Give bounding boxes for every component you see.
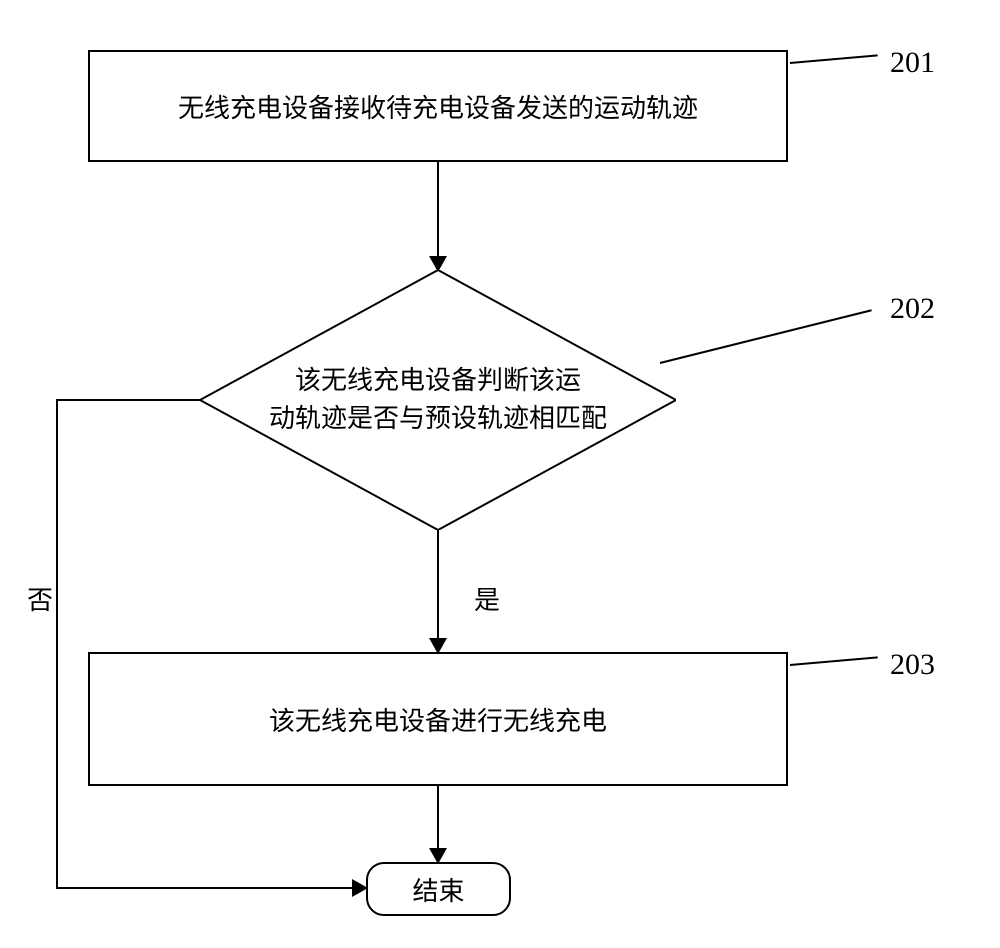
decision-box-202: 该无线充电设备判断该运 动轨迹是否与预设轨迹相匹配 (200, 270, 676, 530)
step-number-201: 201 (890, 46, 935, 80)
flowchart-canvas: 无线充电设备接收待充电设备发送的运动轨迹 201 该无线充电设备判断该运 动轨迹… (0, 0, 1000, 948)
edge-202-203 (437, 530, 439, 638)
edge-203-end (437, 786, 439, 848)
leader-line-203 (790, 656, 878, 666)
step-number-202: 202 (890, 292, 935, 326)
edge-no-h1 (56, 399, 200, 401)
terminator-text: 结束 (412, 871, 464, 908)
decision-text-line1: 该无线充电设备判断该运 (269, 362, 607, 400)
decision-text-line2: 动轨迹是否与预设轨迹相匹配 (269, 400, 607, 438)
leader-line-202 (660, 309, 872, 364)
process-box-201: 无线充电设备接收待充电设备发送的运动轨迹 (88, 50, 788, 162)
process-text: 该无线充电设备进行无线充电 (269, 701, 607, 738)
terminator-end: 结束 (366, 862, 511, 916)
edge-no-v (56, 399, 58, 888)
edge-label-yes: 是 (474, 580, 500, 617)
process-text: 无线充电设备接收待充电设备发送的运动轨迹 (178, 88, 698, 125)
step-number-203: 203 (890, 648, 935, 682)
decision-text: 该无线充电设备判断该运 动轨迹是否与预设轨迹相匹配 (269, 362, 607, 437)
edge-201-202 (437, 162, 439, 256)
edge-label-no: 否 (27, 580, 53, 617)
leader-line-201 (790, 54, 878, 64)
process-box-203: 该无线充电设备进行无线充电 (88, 652, 788, 786)
edge-no-h2 (56, 887, 352, 889)
